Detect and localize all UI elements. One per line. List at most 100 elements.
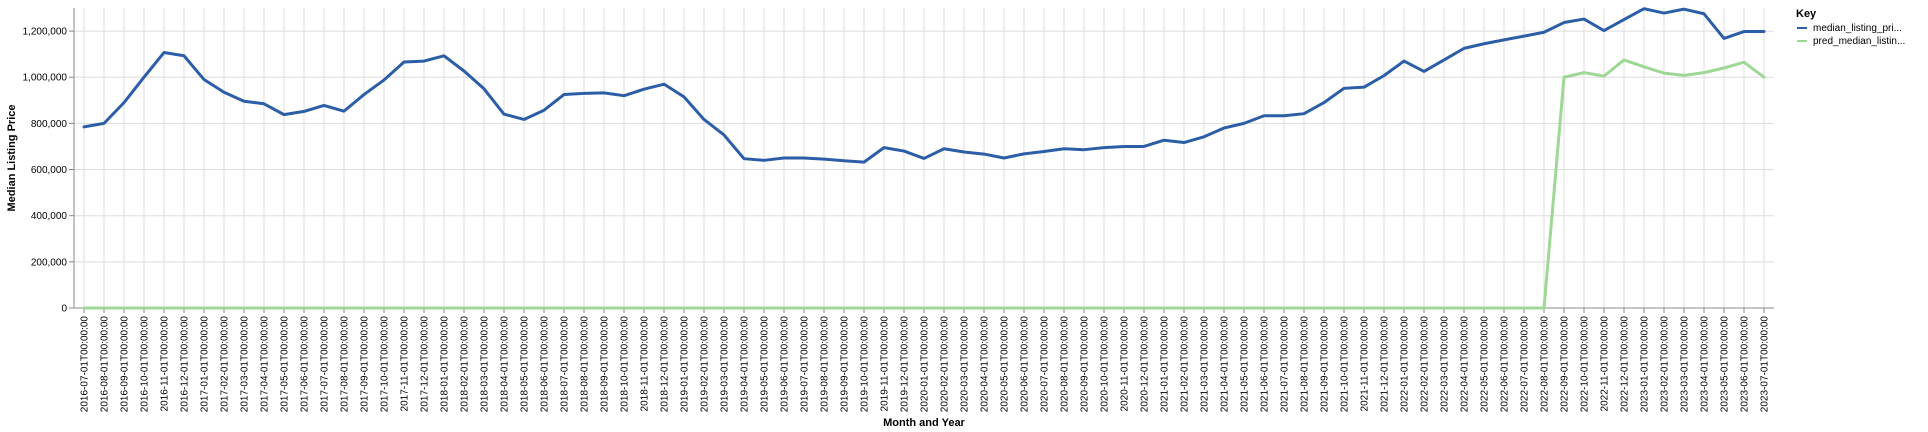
y-tick-label: 200,000 [31,257,68,268]
x-tick-label: 2018-09-01T00:00:00 [600,316,611,413]
x-tick-label: 2021-04-01T00:00:00 [1220,316,1231,413]
x-tick-label: 2017-03-01T00:00:00 [240,316,251,413]
x-tick-label: 2020-05-01T00:00:00 [1000,316,1011,413]
series-layer [82,7,1766,310]
x-tick-label: 2022-01-01T00:00:00 [1400,316,1411,413]
x-tick-label: 2017-08-01T00:00:00 [340,316,351,413]
x-tick-label: 2021-11-01T00:00:00 [1360,316,1371,412]
x-tick-label: 2017-06-01T00:00:00 [300,316,311,413]
x-tick-label: 2017-04-01T00:00:00 [260,316,271,413]
x-tick-label: 2023-02-01T00:00:00 [1660,316,1671,413]
x-tick-label: 2021-01-01T00:00:00 [1160,316,1171,413]
x-tick-label: 2016-12-01T00:00:00 [180,316,191,413]
x-tick-label: 2022-09-01T00:00:00 [1560,316,1571,413]
x-tick-label: 2018-06-01T00:00:00 [540,316,551,413]
y-axis-title: Median Listing Price [6,105,18,212]
x-tick-label: 2019-10-01T00:00:00 [860,316,871,413]
x-tick-label: 2020-04-01T00:00:00 [980,316,991,413]
x-tick-label: 2018-04-01T00:00:00 [500,316,511,413]
x-tick-label: 2016-10-01T00:00:00 [140,316,151,413]
legend: Key median_listing_pri... pred_median_lis… [1796,8,1905,47]
y-tick-label: 0 [61,304,67,315]
x-tick-label: 2019-07-01T00:00:00 [800,316,811,413]
x-tick-label: 2016-11-01T00:00:00 [160,316,171,412]
x-tick-label: 2019-08-01T00:00:00 [820,316,831,413]
x-tick-label: 2022-11-01T00:00:00 [1600,316,1611,412]
x-axis: 2016-07-01T00:00:00 2016-08-01T00:00:00 20… [74,307,1774,413]
y-tick-label: 1,200,000 [23,27,68,38]
x-tick-label: 2022-08-01T00:00:00 [1540,316,1551,413]
x-tick-label: 2023-05-01T00:00:00 [1720,316,1731,413]
x-tick-label: 2018-11-01T00:00:00 [640,316,651,412]
x-tick-label: 2019-09-01T00:00:00 [840,316,851,413]
x-tick-label: 2018-01-01T00:00:00 [440,316,451,413]
x-tick-label: 2023-03-01T00:00:00 [1680,316,1691,413]
x-tick-label: 2022-06-01T00:00:00 [1500,316,1511,413]
x-tick-label: 2019-06-01T00:00:00 [780,316,791,413]
x-tick-label: 2018-12-01T00:00:00 [660,316,671,413]
x-tick-label: 2018-02-01T00:00:00 [460,316,471,413]
x-tick-label: 2017-02-01T00:00:00 [220,316,231,413]
x-tick-label: 2017-01-01T00:00:00 [200,316,211,413]
grid-lines [74,8,1774,309]
legend-label: median_listing_pri... [1813,23,1902,34]
x-tick-label: 2019-03-01T00:00:00 [720,316,731,413]
x-tick-label: 2018-05-01T00:00:00 [520,316,531,413]
x-tick-label: 2019-11-01T00:00:00 [880,316,891,412]
x-tick-label: 2020-11-01T00:00:00 [1120,316,1131,412]
x-tick-label: 2020-12-01T00:00:00 [1140,316,1151,413]
x-tick-label: 2020-10-01T00:00:00 [1100,316,1111,413]
x-tick-label: 2020-07-01T00:00:00 [1040,316,1051,413]
x-tick-label: 2017-12-01T00:00:00 [420,316,431,413]
x-tick-label: 2022-05-01T00:00:00 [1480,316,1491,413]
x-tick-label: 2022-04-01T00:00:00 [1460,316,1471,413]
y-tick-label: 600,000 [31,165,68,176]
y-axis: 0 200,000 400,000 600,000 800,000 1,000,000 1,… [23,8,75,315]
x-tick-label: 2020-02-01T00:00:00 [940,316,951,413]
x-tick-label: 2022-12-01T00:00:00 [1620,316,1631,413]
x-tick-label: 2016-09-01T00:00:00 [120,316,131,413]
x-axis-title: Month and Year [883,417,965,429]
y-tick-label: 1,000,000 [23,73,68,84]
x-tick-label: 2021-03-01T00:00:00 [1200,316,1211,413]
y-tick-label: 800,000 [31,119,68,130]
x-tick-label: 2018-08-01T00:00:00 [580,316,591,413]
x-tick-label: 2019-05-01T00:00:00 [760,316,771,413]
x-tick-label: 2021-07-01T00:00:00 [1280,316,1291,413]
x-tick-label: 2023-04-01T00:00:00 [1700,316,1711,413]
x-tick-label: 2023-07-01T00:00:00 [1760,316,1771,413]
x-tick-label: 2022-03-01T00:00:00 [1440,316,1451,413]
x-tick-label: 2021-05-01T00:00:00 [1240,316,1251,413]
x-tick-label: 2018-07-01T00:00:00 [560,316,571,413]
x-tick-label: 2016-07-01T00:00:00 [80,316,91,413]
series-line-pred-median-listing-price [82,58,1766,310]
x-tick-label: 2017-09-01T00:00:00 [360,316,371,413]
x-tick-label: 2021-09-01T00:00:00 [1320,316,1331,413]
x-tick-label: 2022-02-01T00:00:00 [1420,316,1431,413]
x-tick-label: 2017-11-01T00:00:00 [400,316,411,412]
x-tick-label: 2022-07-01T00:00:00 [1520,316,1531,413]
x-tick-label: 2020-09-01T00:00:00 [1080,316,1091,413]
x-tick-label: 2021-02-01T00:00:00 [1180,316,1191,413]
y-tick-label: 400,000 [31,211,68,222]
x-tick-label: 2018-03-01T00:00:00 [480,316,491,413]
x-tick-label: 2021-12-01T00:00:00 [1380,316,1391,413]
x-tick-label: 2019-02-01T00:00:00 [700,316,711,413]
x-tick-label: 2023-01-01T00:00:00 [1640,316,1651,413]
x-tick-label: 2020-01-01T00:00:00 [920,316,931,413]
x-tick-label: 2017-07-01T00:00:00 [320,316,331,413]
x-tick-label: 2020-03-01T00:00:00 [960,316,971,413]
x-tick-label: 2020-06-01T00:00:00 [1020,316,1031,413]
legend-label: pred_median_listin... [1813,36,1905,47]
x-tick-label: 2019-04-01T00:00:00 [740,316,751,413]
x-tick-label: 2017-05-01T00:00:00 [280,316,291,413]
x-tick-label: 2016-08-01T00:00:00 [100,316,111,413]
x-tick-label: 2019-12-01T00:00:00 [900,316,911,413]
x-tick-label: 2019-01-01T00:00:00 [680,316,691,413]
legend-title: Key [1796,8,1817,20]
x-tick-label: 2021-08-01T00:00:00 [1300,316,1311,413]
x-tick-label: 2021-06-01T00:00:00 [1260,316,1271,413]
x-tick-label: 2017-10-01T00:00:00 [380,316,391,413]
x-tick-label: 2022-10-01T00:00:00 [1580,316,1591,413]
